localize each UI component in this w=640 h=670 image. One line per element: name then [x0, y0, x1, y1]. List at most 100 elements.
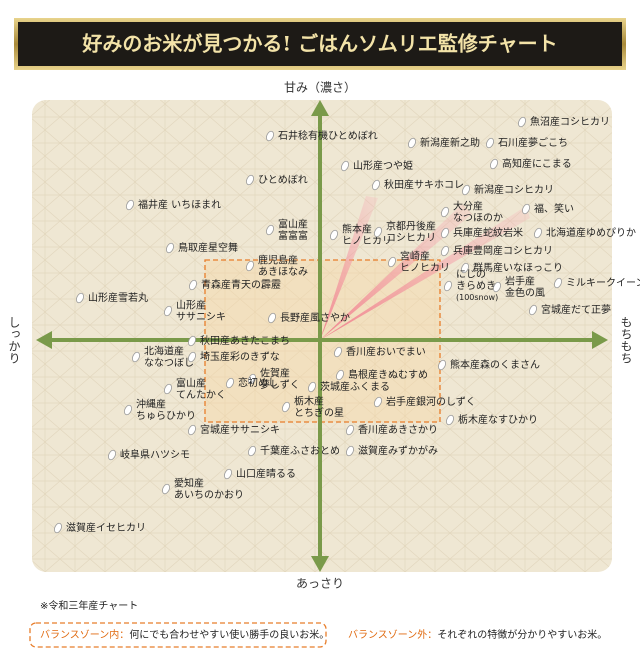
rice-label: 宮城産ササニシキ	[200, 423, 280, 436]
rice-label: 秋田産あきたこまち	[200, 334, 290, 347]
rice-grain-icon	[164, 383, 172, 395]
rice-label: 栃木産なすひかり	[458, 413, 538, 426]
rice-label: ちゅらひかり	[136, 410, 196, 422]
rice-item: 長野産風さやか	[268, 311, 350, 324]
rice-item: 福井産 いちほまれ	[126, 198, 221, 211]
rice-item: 滋賀産イセヒカリ	[54, 521, 146, 534]
rice-label: 京都丹後産	[386, 219, 436, 232]
rice-grain-icon	[529, 304, 537, 316]
rice-label: 魚沼産コシヒカリ	[530, 115, 610, 128]
rice-item: 山口産晴るる	[224, 467, 296, 480]
rice-grain-icon	[266, 224, 274, 236]
rice-item: 兵庫豊岡産コシヒカリ	[441, 244, 553, 257]
rice-item: 熊本産森のくまさん	[438, 358, 540, 371]
rice-item: 島根産きぬむすめ	[336, 368, 428, 381]
legend-label: バランスゾーン内：	[40, 628, 129, 641]
rice-label: 滋賀産みずかがみ	[358, 444, 438, 457]
rice-label: 鹿児島産	[258, 253, 298, 266]
rice-label: (100snow)	[456, 293, 498, 302]
rice-grain-icon	[282, 401, 290, 413]
rice-item: 山形産雪若丸	[76, 291, 148, 304]
rice-item: 栃木産なすひかり	[446, 413, 538, 426]
rice-label: 金色の風	[505, 286, 545, 299]
rice-label: 宮城産だて正夢	[541, 303, 611, 316]
axis-left-label: しっかり	[7, 316, 21, 364]
ray	[320, 204, 472, 340]
rice-item: 恋初めし	[226, 376, 278, 389]
rice-label: ヒノヒカリ	[400, 262, 450, 274]
rice-item: 埼玉産彩のきずな	[188, 350, 280, 363]
rice-item: 青森産青天の霹靂	[189, 278, 281, 291]
rice-label: 北海道産ゆめぴりか	[546, 226, 636, 239]
rice-grain-icon	[126, 199, 134, 211]
rice-grain-icon	[518, 116, 526, 128]
rice-item: 滋賀産みずかがみ	[346, 444, 438, 457]
rice-label: にじの	[456, 269, 486, 281]
rice-grain-icon	[441, 245, 449, 257]
rice-item: ミルキークイーン	[554, 277, 640, 289]
rice-label: あきほなみ	[258, 266, 308, 278]
rice-grain-icon	[248, 445, 256, 457]
rice-grain-icon	[162, 483, 170, 495]
rice-item: 秋田産サキホコレ	[372, 178, 464, 191]
note: ※令和三年産チャート	[40, 599, 138, 612]
rice-grain-icon	[189, 279, 197, 291]
rice-label: 兵庫産蛇紋岩米	[453, 226, 523, 239]
rice-label: 石井稔有機ひとめぼれ	[278, 129, 378, 142]
rice-item: 香川産あきさかり	[346, 423, 438, 436]
rice-grain-icon	[226, 377, 234, 389]
axis-bottom-label: あっさり	[296, 577, 344, 591]
rice-grain-icon	[493, 281, 501, 293]
rice-grain-icon	[374, 396, 382, 408]
rice-label: とちぎの星	[294, 406, 344, 419]
rice-label: 群馬産いなほっこり	[473, 261, 563, 274]
rice-grain-icon	[408, 137, 416, 149]
rice-label: 佐賀産	[260, 366, 290, 379]
rice-item: 北海道産ゆめぴりか	[534, 226, 636, 239]
rice-grain-icon	[308, 381, 316, 393]
rice-item: 鳥取産星空舞	[166, 241, 238, 254]
rice-item: 茨城産ふくまる	[308, 380, 390, 393]
rice-grain-icon	[188, 424, 196, 436]
rice-label: 山形産	[176, 298, 206, 311]
ray	[320, 196, 378, 340]
title: 好みのお米が見つかる! ごはんソムリエ監修チャート	[81, 32, 557, 56]
rice-grain-icon	[266, 130, 274, 142]
rice-grain-icon	[446, 414, 454, 426]
rice-item: 群馬産いなほっこり	[461, 261, 563, 274]
rice-grain-icon	[124, 404, 132, 416]
rice-label: 香川産おいでまい	[346, 345, 426, 358]
rice-item: 香川産おいでまい	[334, 345, 426, 358]
rice-grain-icon	[534, 227, 542, 239]
rice-grain-icon	[462, 184, 470, 196]
rice-grain-icon	[164, 305, 172, 317]
rice-grain-icon	[54, 522, 62, 534]
rice-item: 石井稔有機ひとめぼれ	[266, 129, 378, 142]
rice-label: 愛知産	[174, 476, 204, 489]
rice-grain-icon	[522, 203, 530, 215]
ray	[320, 206, 530, 340]
rice-label: きらめき	[456, 280, 496, 292]
rice-label: 岐阜県ハツシモ	[120, 448, 190, 461]
rice-item: ひとめぼれ	[246, 174, 308, 186]
rice-grain-icon	[246, 260, 254, 272]
rice-grain-icon	[166, 242, 174, 254]
legend-box	[29, 622, 327, 648]
rice-label: ななつぼし	[144, 357, 194, 369]
rice-label: 埼玉産彩のきずな	[200, 350, 280, 363]
rice-label: 新潟産新之助	[420, 136, 480, 149]
rice-grain-icon	[132, 351, 140, 363]
rice-grain-icon	[248, 373, 256, 385]
